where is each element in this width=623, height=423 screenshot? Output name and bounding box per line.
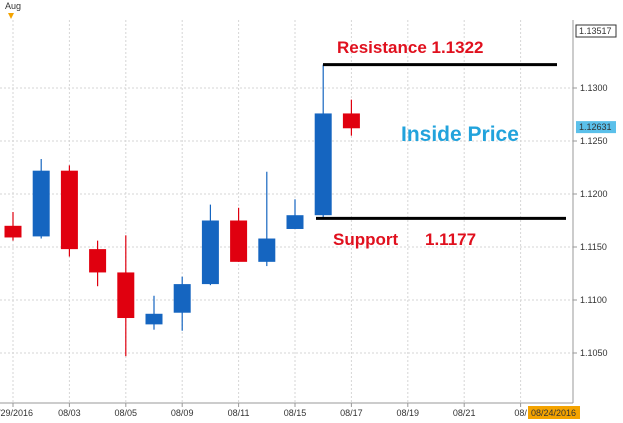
candle: [145, 295, 163, 330]
period-marker-icon[interactable]: [8, 13, 14, 19]
price-tick-label: 1.1250: [580, 136, 608, 146]
candles: [4, 64, 360, 357]
candle: [4, 212, 22, 241]
period-label: Aug: [5, 1, 21, 11]
date-tick-label: 08/19: [397, 408, 420, 418]
date-tick-label: 08/17: [340, 408, 363, 418]
support-annotation-value: 1.1177: [425, 230, 476, 249]
date-tick-label: 08/: [514, 408, 527, 418]
candle: [230, 207, 248, 262]
candle: [117, 235, 135, 357]
candle: [32, 159, 50, 239]
candle: [89, 240, 107, 287]
candle-body: [314, 113, 332, 216]
candle-body: [32, 170, 50, 237]
grid: [0, 20, 573, 403]
current-price-box: [576, 121, 616, 134]
candle: [258, 171, 276, 267]
candle-body: [230, 220, 248, 262]
candle-body: [342, 113, 360, 129]
candle: [314, 64, 332, 219]
date-tick-label: 08/21: [453, 408, 476, 418]
top-price-label: 1.13517: [579, 26, 612, 36]
price-tick-label: 1.1200: [580, 189, 608, 199]
price-tick-label: 1.1150: [580, 242, 607, 252]
date-tick-label: 08/03: [58, 408, 81, 418]
candle: [286, 199, 304, 229]
support-annotation-label: Support: [333, 230, 398, 249]
date-tick-label: 08/15: [284, 408, 307, 418]
candle-body: [258, 238, 276, 262]
price-tick-label: 1.1300: [580, 83, 608, 93]
candle: [342, 99, 360, 136]
candle-body: [286, 215, 304, 229]
price-axis: 1.1300 1.1250 1.1200 1.1150 1.1100 1.1050: [573, 83, 608, 358]
plot-area: [0, 20, 573, 403]
inside-price-annotation: Inside Price: [401, 123, 519, 146]
date-tick-label: 08/09: [171, 408, 194, 418]
highlight-date-box: [528, 406, 580, 419]
price-tick-label: 1.1050: [580, 348, 608, 358]
date-tick-label: 7/29/2016: [0, 408, 33, 418]
candle-body: [145, 313, 163, 325]
candle-body: [4, 225, 22, 238]
candle-body: [173, 284, 191, 313]
candle: [60, 165, 78, 257]
resistance-annotation: Resistance 1.1322: [337, 38, 484, 57]
candle-body: [201, 220, 219, 285]
top-price-box: [575, 24, 617, 38]
highlight-date-label: 08/24/2016: [531, 408, 576, 418]
header-strip: [0, 0, 623, 20]
candle-body: [117, 272, 135, 319]
date-axis: 7/29/2016 08/03 08/05 08/09 08/11 08/15 08/17 0…: [0, 403, 527, 418]
current-price-label: 1.12631: [579, 122, 612, 132]
candle: [173, 276, 191, 331]
candle-body: [60, 170, 78, 250]
price-tick-label: 1.1100: [580, 295, 607, 305]
candle-body: [89, 249, 107, 273]
date-tick-label: 08/11: [228, 408, 250, 418]
candle: [201, 204, 219, 286]
date-tick-label: 08/05: [115, 408, 138, 418]
